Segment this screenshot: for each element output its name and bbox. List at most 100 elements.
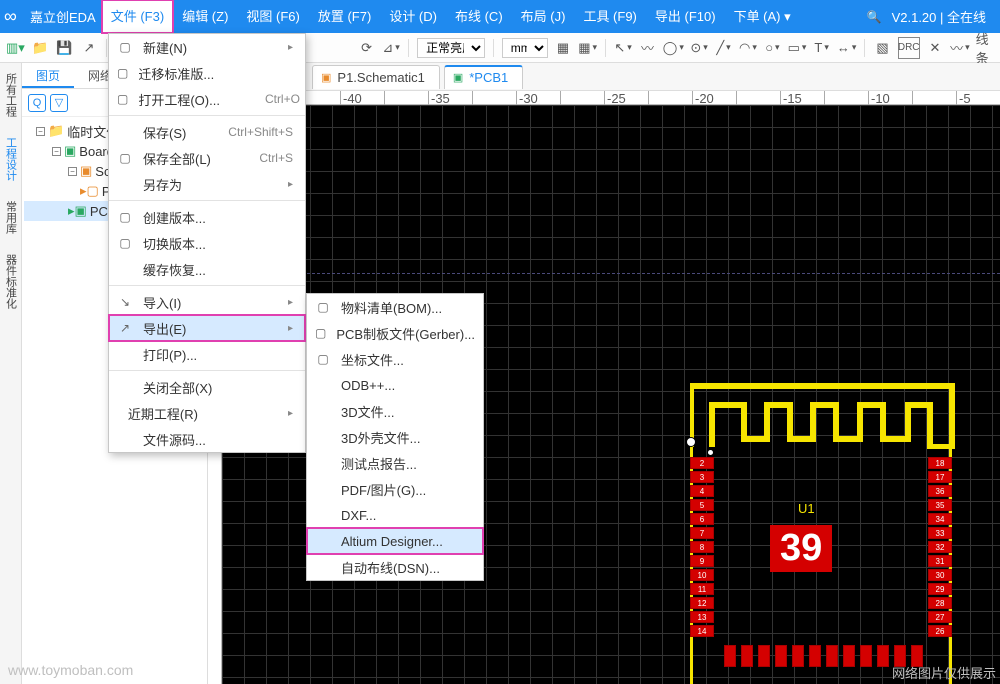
via-icon[interactable]: ⊙ [690, 37, 708, 59]
menu-item[interactable]: ▢迁移标准版... [109, 60, 305, 86]
funnel-icon[interactable]: ▽ [50, 94, 68, 112]
tab-schematic[interactable]: ▣P1.Schematic1 [312, 65, 440, 89]
unit-select[interactable]: mm [502, 38, 548, 58]
menu-item[interactable]: ▢保存全部(L)Ctrl+S [109, 145, 305, 171]
submenu-item[interactable]: ▢PCB制板文件(Gerber)... [307, 320, 483, 346]
pad: 5 [690, 499, 714, 511]
sidebar-tab-standardize[interactable]: 器件标准化 [3, 250, 19, 313]
pad: 18 [928, 457, 952, 469]
submenu-item[interactable]: 3D文件... [307, 398, 483, 424]
menu-item[interactable]: ▢创建版本... [109, 204, 305, 230]
menu-item[interactable]: 文件源码... [109, 426, 305, 452]
menu-item[interactable]: ▢切换版本... [109, 230, 305, 256]
pad [758, 645, 770, 667]
grid-style-icon[interactable]: ▦ [578, 37, 597, 59]
file-menu: ▢新建(N)▸▢迁移标准版...▢打开工程(O)...Ctrl+O 保存(S)Ct… [108, 33, 306, 453]
menu-1[interactable]: 编辑 (Z) [173, 0, 237, 33]
pad [741, 645, 753, 667]
circle-icon[interactable]: ○ [763, 37, 781, 59]
submenu-item[interactable]: ▢坐标文件... [307, 346, 483, 372]
save-icon[interactable]: 💾 [55, 37, 73, 59]
pour-icon[interactable]: ▧ [873, 37, 891, 59]
brightness-select[interactable]: 正常亮度 [417, 38, 485, 58]
submenu-item[interactable]: ODB++... [307, 372, 483, 398]
pad: 36 [928, 485, 952, 497]
refresh-icon[interactable]: ⟳ [357, 37, 375, 59]
arc-icon[interactable]: ◠ [739, 37, 757, 59]
grid-icon[interactable]: ▦ [554, 37, 572, 59]
menu-item[interactable]: ▢打开工程(O)...Ctrl+O [109, 86, 305, 112]
cursor-icon[interactable]: ↖ [614, 37, 632, 59]
overlay-number: 39 [770, 525, 832, 572]
submenu-item[interactable]: 3D外壳文件... [307, 424, 483, 450]
line-icon[interactable]: ╱ [714, 37, 732, 59]
open-folder-icon[interactable]: 📁 [31, 37, 49, 59]
rect-icon[interactable]: ▭ [788, 37, 807, 59]
menu-item[interactable]: ↗导出(E)▸ [109, 315, 305, 341]
menu-item[interactable]: 保存(S)Ctrl+Shift+S [109, 119, 305, 145]
panel-tab-sheets[interactable]: 图页 [22, 63, 74, 88]
menu-3[interactable]: 放置 (F7) [309, 0, 380, 33]
menu-6[interactable]: 布局 (J) [512, 0, 575, 33]
new-file-icon[interactable]: ▥▾ [6, 37, 25, 59]
menu-8[interactable]: 导出 (F10) [646, 0, 725, 33]
more-icon[interactable]: 线条 [976, 37, 994, 59]
submenu-item[interactable]: Altium Designer... [307, 528, 483, 554]
pad [843, 645, 855, 667]
pad: 7 [690, 527, 714, 539]
submenu-item[interactable]: DXF... [307, 502, 483, 528]
menu-0[interactable]: 文件 (F3) [102, 0, 173, 33]
zoom-icon[interactable]: ⊿ [382, 37, 400, 59]
filter-icon[interactable]: Q [28, 94, 46, 112]
pad: 14 [690, 625, 714, 637]
menu-item[interactable]: 打印(P)... [109, 341, 305, 367]
export-icon[interactable]: ↗ [80, 37, 98, 59]
pad: 34 [928, 513, 952, 525]
menu-9[interactable]: 下单 (A) ▾ [725, 0, 800, 33]
menu-item[interactable]: 另存为▸ [109, 171, 305, 197]
watermark: www.toymoban.com [8, 662, 133, 678]
menu-item[interactable]: 缓存恢复... [109, 256, 305, 282]
pad: 29 [928, 583, 952, 595]
sidebar-tab-all-projects[interactable]: 所有工程 [3, 69, 19, 121]
text-icon[interactable]: T [812, 37, 830, 59]
pad: 28 [928, 597, 952, 609]
drc-icon[interactable]: DRC [898, 37, 920, 59]
pad [724, 645, 736, 667]
measure-icon[interactable]: ↔ [837, 37, 857, 59]
tab-pcb[interactable]: ▣*PCB1 [444, 65, 523, 89]
feed-dot [707, 449, 714, 456]
pad: 27 [928, 611, 952, 623]
menu-item[interactable]: ▢新建(N)▸ [109, 34, 305, 60]
submenu-item[interactable]: PDF/图片(G)... [307, 476, 483, 502]
pad: 26 [928, 625, 952, 637]
submenu-item[interactable]: 测试点报告... [307, 450, 483, 476]
pad [792, 645, 804, 667]
import-net-icon[interactable]: ✕ [926, 37, 944, 59]
pad: 8 [690, 541, 714, 553]
menu-2[interactable]: 视图 (F6) [237, 0, 308, 33]
submenu-item[interactable]: ▢物料清单(BOM)... [307, 294, 483, 320]
search-icon[interactable] [867, 9, 882, 24]
3d-icon[interactable]: 〰 [950, 37, 970, 59]
pad: 2 [690, 457, 714, 469]
menu-5[interactable]: 布线 (C) [446, 0, 512, 33]
pad: 9 [690, 555, 714, 567]
pad [877, 645, 889, 667]
sidebar-tab-design[interactable]: 工程设计 [3, 133, 19, 185]
pad-icon[interactable]: ◯ [663, 37, 684, 59]
menu-item[interactable]: ↘导入(I)▸ [109, 289, 305, 315]
ruler-horizontal: -45-40-35-30-25-20-15-10-5 [208, 91, 1000, 105]
submenu-item[interactable]: 自动布线(DSN)... [307, 554, 483, 580]
top-menu-bar: 嘉立创EDA 文件 (F3)编辑 (Z)视图 (F6)放置 (F7)设计 (D)… [0, 0, 1000, 33]
sidebar-tab-library[interactable]: 常用库 [3, 197, 19, 238]
watermark-right: 网络图片仅供展示 [892, 663, 996, 682]
menu-item[interactable]: 关闭全部(X) [109, 374, 305, 400]
menu-4[interactable]: 设计 (D) [380, 0, 446, 33]
menu-item[interactable]: 近期工程(R)▸ [109, 400, 305, 426]
pad: 32 [928, 541, 952, 553]
pad: 13 [690, 611, 714, 623]
menu-7[interactable]: 工具 (F9) [574, 0, 645, 33]
pad: 3 [690, 471, 714, 483]
route-icon[interactable]: 〰 [638, 37, 656, 59]
